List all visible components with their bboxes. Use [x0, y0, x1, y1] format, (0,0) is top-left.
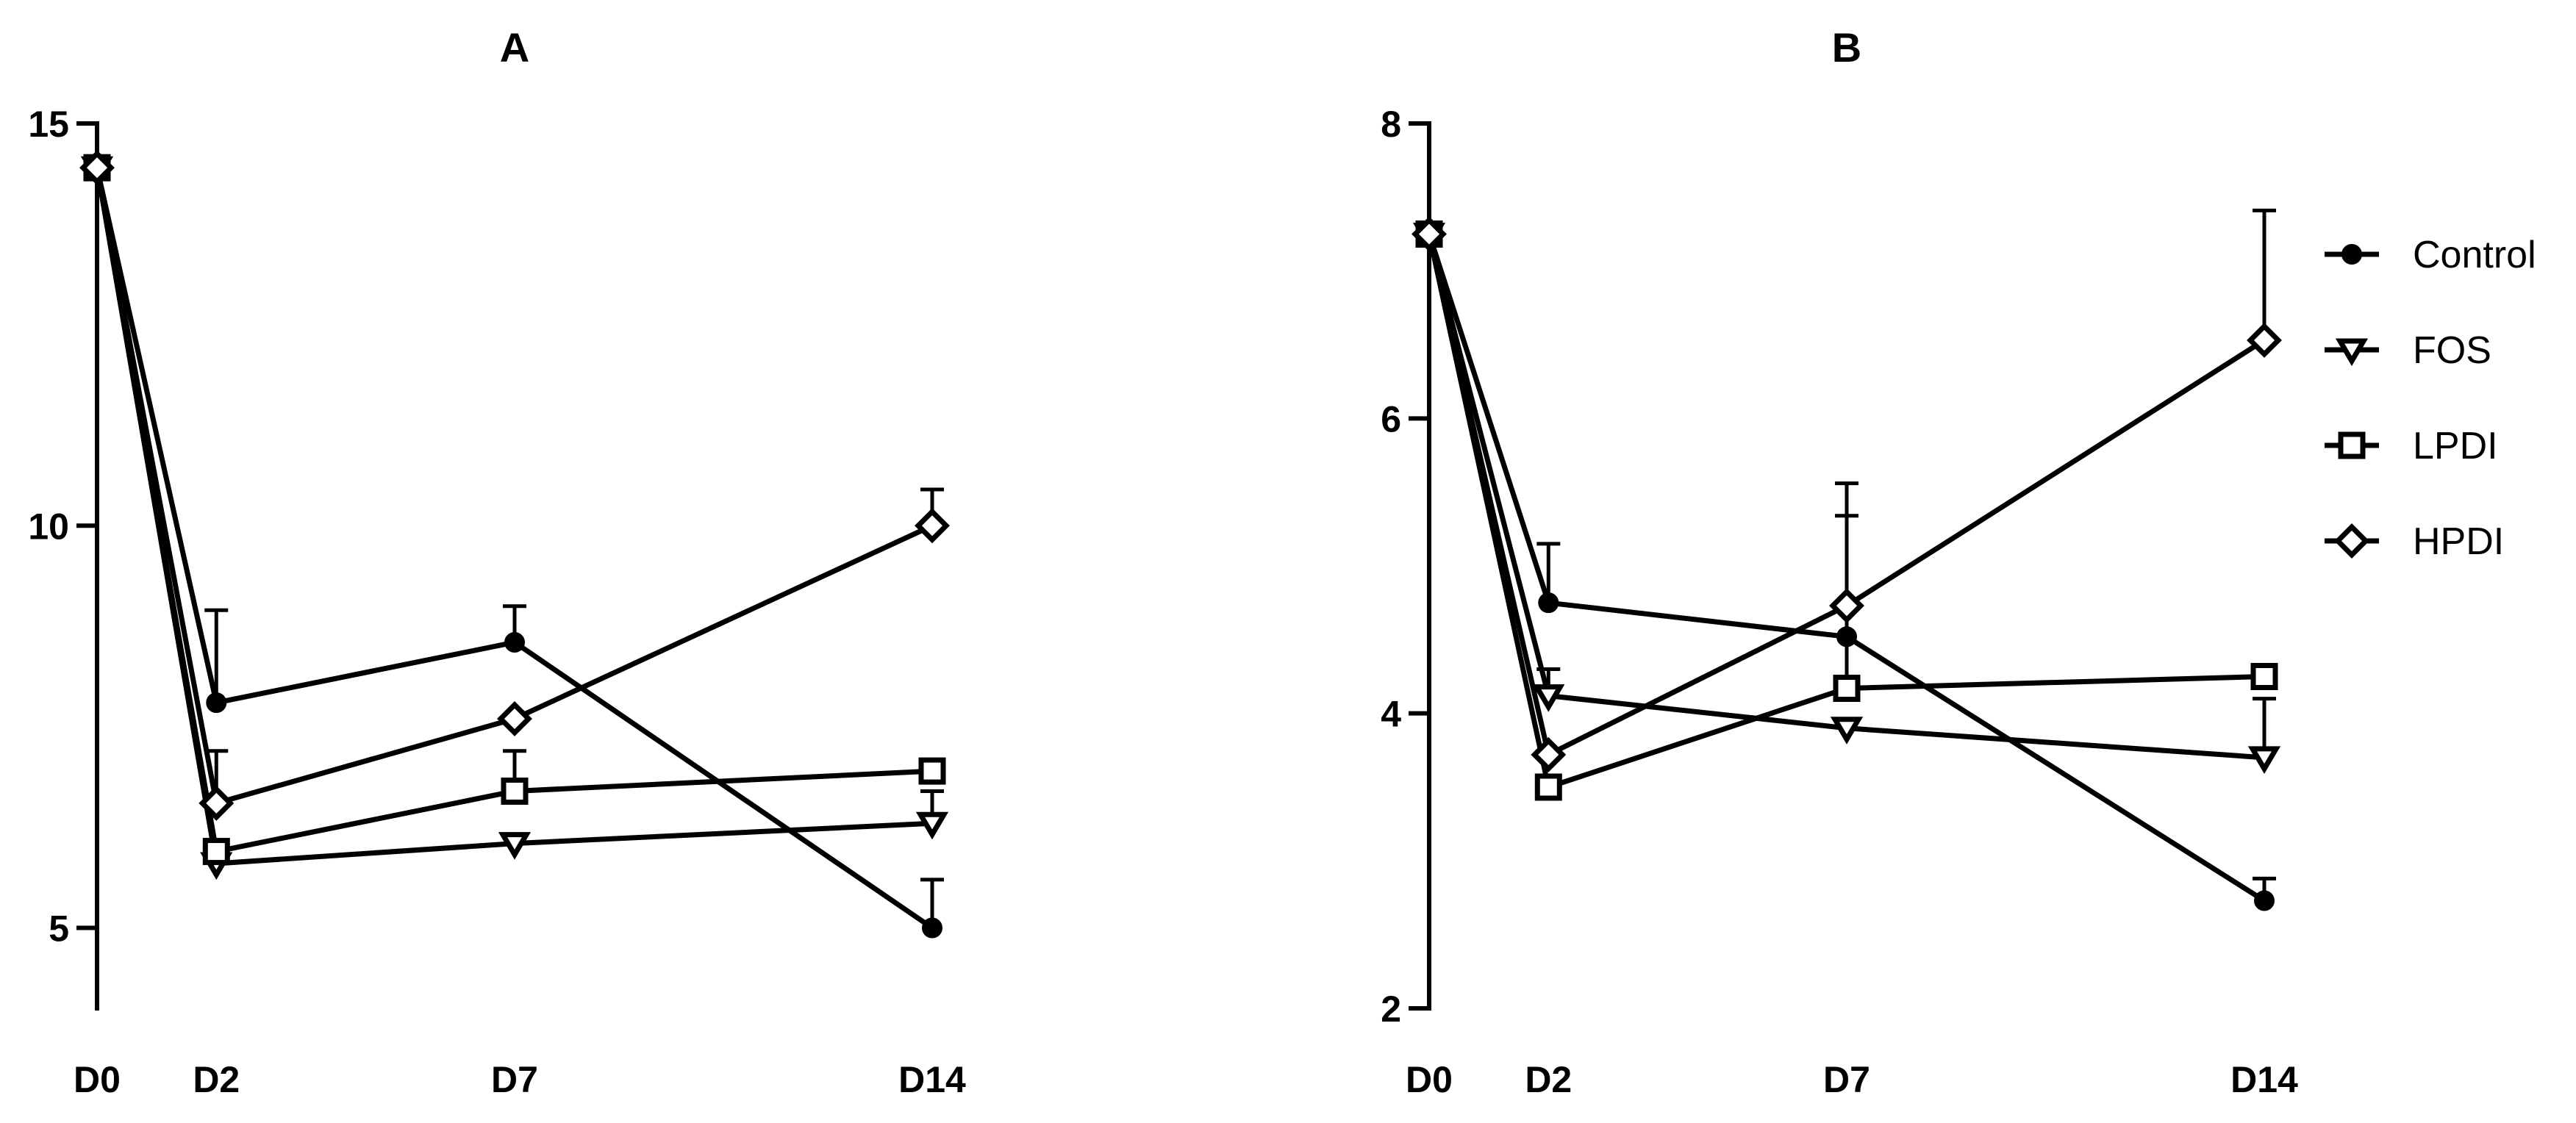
data-point-fos-d14 — [915, 811, 949, 840]
y-tick-label: 5 — [49, 908, 69, 950]
legend: Control FOS LPDI HPDI — [2325, 234, 2536, 563]
data-point-lpdi-d2 — [1534, 773, 1562, 801]
legend-label-fos: FOS — [2413, 329, 2491, 372]
data-point-lpdi-d14 — [2250, 663, 2278, 690]
legend-item-control: Control — [2325, 234, 2536, 276]
chart-panel-a: A 5 10 15 D0 D2 D7 D14 — [28, 24, 966, 1100]
data-point-lpdi-d7 — [501, 777, 529, 805]
panel-title: B — [1832, 24, 1861, 71]
legend-label-control: Control — [2413, 234, 2536, 276]
x-tick-label-d2: D2 — [193, 1059, 240, 1100]
data-point-hpdi-d0 — [1412, 216, 1447, 252]
legend-marker-control — [2341, 244, 2362, 265]
data-point-control-d7 — [504, 631, 525, 653]
series-line-lpdi — [1426, 233, 2265, 790]
data-point-fos-d14 — [2247, 746, 2281, 774]
data-point-fos-d7 — [1830, 717, 1864, 745]
data-point-lpdi-d14 — [918, 757, 946, 785]
legend-marker-fos — [2335, 338, 2369, 367]
chart-panel-b: B 2 4 6 8 D0 D2 D7 D14 — [1381, 24, 2298, 1100]
y-tick-label: 15 — [28, 104, 69, 145]
y-tick-label: 4 — [1381, 694, 1401, 735]
data-point-fos-d7 — [498, 832, 532, 860]
x-tick-label-d14: D14 — [2230, 1059, 2298, 1100]
panel-title: A — [500, 24, 529, 71]
data-point-lpdi-d2 — [202, 838, 230, 866]
data-point-control-d14 — [2254, 890, 2275, 911]
data-point-control-d2 — [1538, 592, 1559, 614]
data-point-hpdi-d7 — [1829, 588, 1864, 624]
y-tick-label: 2 — [1381, 989, 1401, 1030]
data-point-hpdi-d7 — [497, 701, 532, 736]
data-point-hpdi-d14 — [915, 508, 950, 544]
data-point-control-d14 — [922, 917, 942, 939]
legend-marker-lpdi — [2338, 431, 2366, 459]
series-line-fos — [1426, 233, 2265, 761]
series-line-control — [94, 167, 934, 930]
x-tick-label-d7: D7 — [491, 1059, 538, 1100]
x-tick-label-d0: D0 — [1406, 1059, 1453, 1100]
legend-label-hpdi: HPDI — [2413, 520, 2504, 563]
x-tick-label-d0: D0 — [74, 1059, 121, 1100]
legend-item-fos: FOS — [2325, 329, 2491, 372]
data-point-hpdi-d2 — [1531, 736, 1567, 772]
x-tick-label-d7: D7 — [1823, 1059, 1870, 1100]
y-tick-label: 6 — [1381, 398, 1401, 439]
series-line-control — [1426, 233, 2266, 903]
legend-label-lpdi: LPDI — [2413, 425, 2498, 467]
data-point-lpdi-d7 — [1833, 675, 1861, 703]
data-point-control-d2 — [206, 692, 227, 714]
x-tick-label-d14: D14 — [898, 1059, 966, 1100]
series-line-hpdi — [1426, 233, 2266, 758]
legend-marker-hpdi — [2334, 523, 2369, 559]
legend-item-hpdi: HPDI — [2325, 520, 2504, 563]
series-hpdi — [79, 150, 950, 821]
series-line-hpdi — [94, 167, 934, 806]
data-point-hpdi-d0 — [79, 150, 115, 186]
data-point-hpdi-d2 — [198, 785, 235, 821]
series-hpdi — [1412, 208, 2282, 772]
data-point-fos-d2 — [1532, 684, 1565, 712]
y-tick-label: 10 — [28, 506, 69, 547]
series-control — [87, 157, 944, 939]
legend-item-lpdi: LPDI — [2325, 425, 2498, 467]
series-line-lpdi — [94, 167, 933, 855]
x-tick-label-d2: D2 — [1525, 1059, 1572, 1100]
data-point-hpdi-d14 — [2247, 323, 2282, 358]
y-tick-label: 8 — [1381, 104, 1401, 145]
